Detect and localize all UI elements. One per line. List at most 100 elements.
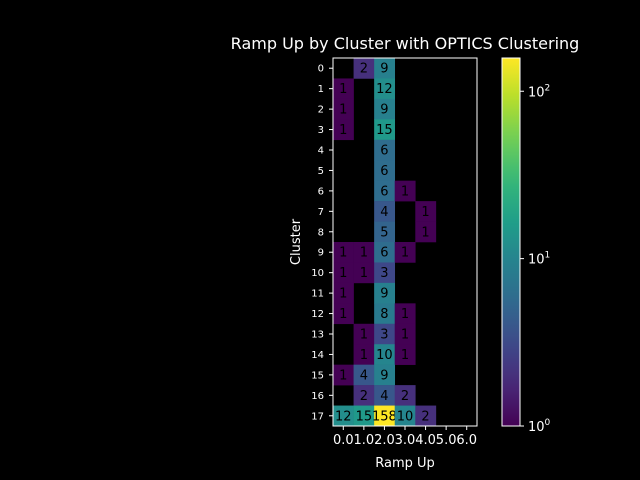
y-tick-label: 17 — [311, 411, 324, 422]
cell-value-label: 1 — [401, 246, 409, 261]
cell-value-label: 9 — [380, 368, 388, 383]
heatmap-cell — [394, 385, 416, 406]
cell-value-label: 5 — [380, 225, 388, 240]
heatmap-cell — [374, 405, 396, 427]
y-tick-label: 9 — [318, 248, 324, 259]
heatmap-cell — [333, 119, 354, 141]
heatmap-cell — [333, 78, 354, 100]
heatmap-cell — [333, 282, 354, 304]
cell-value-label: 2 — [360, 62, 368, 77]
cell-value-label: 4 — [380, 389, 388, 404]
y-tick-label: 13 — [311, 330, 324, 341]
colorbar — [501, 57, 521, 427]
x-axis-label: Ramp Up — [375, 456, 435, 471]
y-tick-label: 8 — [318, 227, 324, 238]
heatmap-cell — [374, 119, 396, 141]
colorbar-ticks: 100 101 102 — [520, 83, 551, 435]
x-tick-label: 6.0 — [456, 433, 477, 448]
x-tick-label: 0.0 — [333, 433, 354, 448]
cell-value-label: 6 — [380, 164, 388, 179]
x-axis-ticks: 0.0 1.0 2.0 3.0 4.0 5.0 6.0 — [333, 426, 477, 448]
heatmap-cell — [374, 282, 396, 304]
heatmap-cell — [333, 364, 354, 386]
cell-value-label: 9 — [380, 103, 388, 118]
heatmap-cell — [374, 323, 396, 345]
y-tick-label: 6 — [318, 186, 324, 197]
heatmap-cell — [415, 405, 437, 427]
heatmap-cell — [374, 242, 396, 263]
cell-value-label: 158 — [372, 409, 397, 424]
heatmap-cell — [374, 98, 396, 120]
plot-frame — [332, 57, 478, 427]
cell-value-label: 1 — [401, 184, 409, 199]
heatmap-cell — [374, 160, 396, 181]
cell-value-label: 9 — [380, 62, 388, 77]
cell-value-label: 6 — [380, 184, 388, 199]
heatmap-cell — [394, 323, 416, 345]
heatmap-cell — [374, 78, 396, 100]
heatmap-cell — [374, 221, 396, 243]
cell-value-label: 3 — [380, 266, 388, 281]
cell-value-label: 1 — [421, 205, 429, 220]
cell-value-label: 4 — [360, 368, 368, 383]
x-tick-label: 2.0 — [374, 433, 395, 448]
cell-value-label: 10 — [397, 409, 414, 424]
cell-value-label: 1 — [401, 328, 409, 343]
cell-value-label: 1 — [401, 307, 409, 322]
heatmap-cell — [415, 201, 437, 222]
cell-value-label: 15 — [376, 123, 393, 138]
heatmap-cell — [353, 58, 375, 79]
cell-value-label: 15 — [356, 409, 373, 424]
y-tick-label: 11 — [311, 289, 324, 300]
colorbar-tick-label: 102 — [528, 83, 550, 100]
cell-value-label: 1 — [339, 287, 347, 302]
x-tick-label: 3.0 — [395, 433, 416, 448]
x-tick-label: 4.0 — [415, 433, 436, 448]
y-tick-label: 3 — [318, 125, 324, 136]
cell-value-label: 1 — [360, 246, 368, 261]
x-tick-label: 5.0 — [436, 433, 457, 448]
cell-value-label: 9 — [380, 287, 388, 302]
heatmap-cell — [353, 405, 375, 427]
y-tick-label: 10 — [311, 268, 324, 279]
y-tick-label: 5 — [318, 166, 324, 177]
y-axis-label: Cluster — [289, 218, 304, 265]
heatmap-cell — [394, 344, 416, 365]
heatmap-cell — [353, 344, 375, 365]
heatmap-cell — [333, 242, 354, 263]
heatmap-cell — [333, 262, 354, 284]
cell-value-label: 6 — [380, 144, 388, 159]
cell-value-label: 1 — [339, 368, 347, 383]
y-tick-label: 7 — [318, 207, 324, 218]
heatmap-cell — [374, 58, 396, 79]
cell-value-label: 1 — [360, 266, 368, 281]
x-tick-label: 1.0 — [354, 433, 375, 448]
heatmap-cell — [374, 201, 396, 222]
colorbar-tick-label: 100 — [528, 418, 551, 435]
y-tick-label: 0 — [318, 64, 324, 75]
cell-value-label: 1 — [339, 82, 347, 97]
cell-value-label: 1 — [339, 307, 347, 322]
cell-value-label: 10 — [376, 348, 393, 363]
y-tick-label: 16 — [311, 391, 324, 402]
cell-value-label: 1 — [360, 348, 368, 363]
cell-value-label: 4 — [380, 205, 388, 220]
heatmap-cell — [394, 303, 416, 325]
chart-title: Ramp Up by Cluster with OPTICS Clusterin… — [231, 34, 580, 53]
heatmap-cell — [374, 139, 396, 161]
heatmap-cell — [374, 344, 396, 365]
heatmap-cell — [374, 385, 396, 406]
cell-value-label: 2 — [360, 389, 368, 404]
heatmap-cell — [394, 180, 416, 202]
heatmap-cell — [333, 405, 354, 427]
heatmap-cell — [374, 364, 396, 386]
cell-value-label: 1 — [360, 328, 368, 343]
cell-value-label: 6 — [380, 246, 388, 261]
y-tick-label: 1 — [318, 84, 324, 95]
cell-value-label: 1 — [401, 348, 409, 363]
cell-value-label: 2 — [401, 389, 409, 404]
heatmap-cell — [353, 262, 375, 284]
